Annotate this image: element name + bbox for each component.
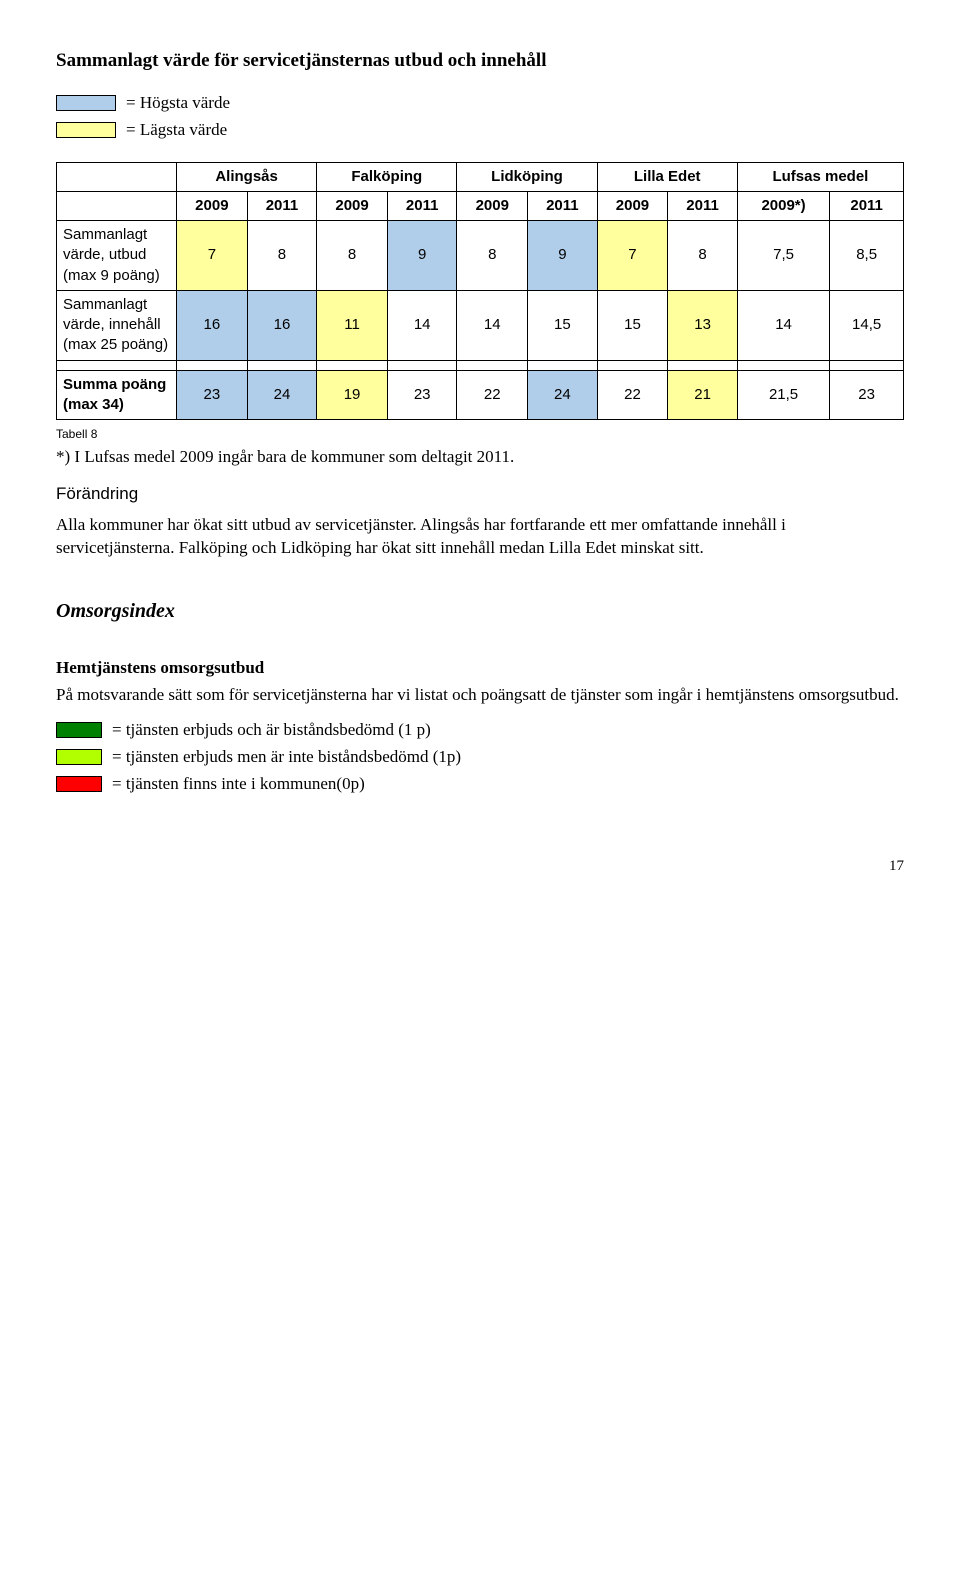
- group-header-cell: Lilla Edet: [597, 162, 737, 191]
- data-cell: 7: [597, 221, 668, 291]
- year-header-cell: 2011: [387, 191, 456, 220]
- swatch-lowest: [56, 122, 116, 138]
- data-cell: 8,5: [830, 221, 904, 291]
- year-header-cell: 2011: [528, 191, 597, 220]
- data-cell: 22: [597, 370, 668, 420]
- table-caption: Tabell 8: [56, 426, 904, 442]
- group-header-cell: [57, 162, 177, 191]
- page-number: 17: [56, 856, 904, 876]
- data-cell: 15: [528, 290, 597, 360]
- forandring-body: Alla kommuner har ökat sitt utbud av ser…: [56, 514, 904, 560]
- swatch-highest: [56, 95, 116, 111]
- legend-label-lowest: = Lägsta värde: [126, 119, 227, 142]
- group-header-row: AlingsåsFalköpingLidköpingLilla EdetLufs…: [57, 162, 904, 191]
- year-header-cell: 2011: [247, 191, 316, 220]
- table-row: Sammanlagt värde, innehåll (max 25 poäng…: [57, 290, 904, 360]
- legend2-label: = tjänsten erbjuds och är biståndsbedömd…: [112, 719, 431, 742]
- data-cell: 14: [737, 290, 829, 360]
- year-header-cell: 2011: [830, 191, 904, 220]
- forandring-heading: Förändring: [56, 483, 904, 506]
- legend2-swatch: [56, 776, 102, 792]
- year-header-cell: 2009*): [737, 191, 829, 220]
- legend-row-highest: = Högsta värde: [56, 92, 904, 115]
- data-cell: 23: [830, 370, 904, 420]
- data-cell: 7: [177, 221, 248, 291]
- year-header-cell: 2011: [668, 191, 737, 220]
- year-header-row: 200920112009201120092011200920112009*)20…: [57, 191, 904, 220]
- spacer-row: [57, 360, 904, 370]
- hemtjanst-heading: Hemtjänstens omsorgsutbud: [56, 657, 904, 680]
- year-header-cell: 2009: [597, 191, 668, 220]
- data-cell: 24: [528, 370, 597, 420]
- data-cell: 22: [457, 370, 528, 420]
- year-header-cell: 2009: [177, 191, 248, 220]
- legend2-swatch: [56, 749, 102, 765]
- data-cell: 11: [317, 290, 388, 360]
- table-body: Sammanlagt värde, utbud (max 9 poäng)788…: [57, 221, 904, 420]
- data-cell: 23: [387, 370, 456, 420]
- group-header-cell: Alingsås: [177, 162, 317, 191]
- table-row: Summa poäng (max 34)232419232224222121,5…: [57, 370, 904, 420]
- data-cell: 14,5: [830, 290, 904, 360]
- legend-block: = Högsta värde = Lägsta värde: [56, 92, 904, 142]
- row-label: Sammanlagt värde, innehåll (max 25 poäng…: [57, 290, 177, 360]
- hemtjanst-body: På motsvarande sätt som för servicetjäns…: [56, 684, 904, 707]
- legend2-block: = tjänsten erbjuds och är biståndsbedömd…: [56, 719, 904, 796]
- data-cell: 14: [457, 290, 528, 360]
- legend2-label: = tjänsten finns inte i kommunen(0p): [112, 773, 365, 796]
- data-cell: 24: [247, 370, 316, 420]
- data-cell: 21: [668, 370, 737, 420]
- data-cell: 13: [668, 290, 737, 360]
- group-header-cell: Falköping: [317, 162, 457, 191]
- data-cell: 8: [247, 221, 316, 291]
- data-cell: 9: [528, 221, 597, 291]
- year-header-cell: 2009: [457, 191, 528, 220]
- summary-table: AlingsåsFalköpingLidköpingLilla EdetLufs…: [56, 162, 904, 421]
- legend2-swatch: [56, 722, 102, 738]
- table-note: *) I Lufsas medel 2009 ingår bara de kom…: [56, 446, 904, 469]
- data-cell: 21,5: [737, 370, 829, 420]
- year-header-cell: 2009: [317, 191, 388, 220]
- group-header-cell: Lufsas medel: [737, 162, 903, 191]
- data-cell: 19: [317, 370, 388, 420]
- data-cell: 8: [457, 221, 528, 291]
- data-cell: 14: [387, 290, 456, 360]
- legend-row-lowest: = Lägsta värde: [56, 119, 904, 142]
- data-cell: 9: [387, 221, 456, 291]
- table-head: AlingsåsFalköpingLidköpingLilla EdetLufs…: [57, 162, 904, 221]
- omsorgsindex-heading: Omsorgsindex: [56, 598, 904, 625]
- year-header-blank: [57, 191, 177, 220]
- data-cell: 8: [317, 221, 388, 291]
- data-cell: 16: [247, 290, 316, 360]
- data-cell: 8: [668, 221, 737, 291]
- group-header-cell: Lidköping: [457, 162, 597, 191]
- legend2-row: = tjänsten erbjuds men är inte biståndsb…: [56, 746, 904, 769]
- legend2-label: = tjänsten erbjuds men är inte biståndsb…: [112, 746, 461, 769]
- legend2-row: = tjänsten erbjuds och är biståndsbedömd…: [56, 719, 904, 742]
- data-cell: 7,5: [737, 221, 829, 291]
- row-label: Sammanlagt värde, utbud (max 9 poäng): [57, 221, 177, 291]
- table-row: Sammanlagt värde, utbud (max 9 poäng)788…: [57, 221, 904, 291]
- data-cell: 16: [177, 290, 248, 360]
- legend2-row: = tjänsten finns inte i kommunen(0p): [56, 773, 904, 796]
- legend-label-highest: = Högsta värde: [126, 92, 230, 115]
- row-label: Summa poäng (max 34): [57, 370, 177, 420]
- data-cell: 15: [597, 290, 668, 360]
- data-cell: 23: [177, 370, 248, 420]
- page-title: Sammanlagt värde för servicetjänsternas …: [56, 48, 904, 74]
